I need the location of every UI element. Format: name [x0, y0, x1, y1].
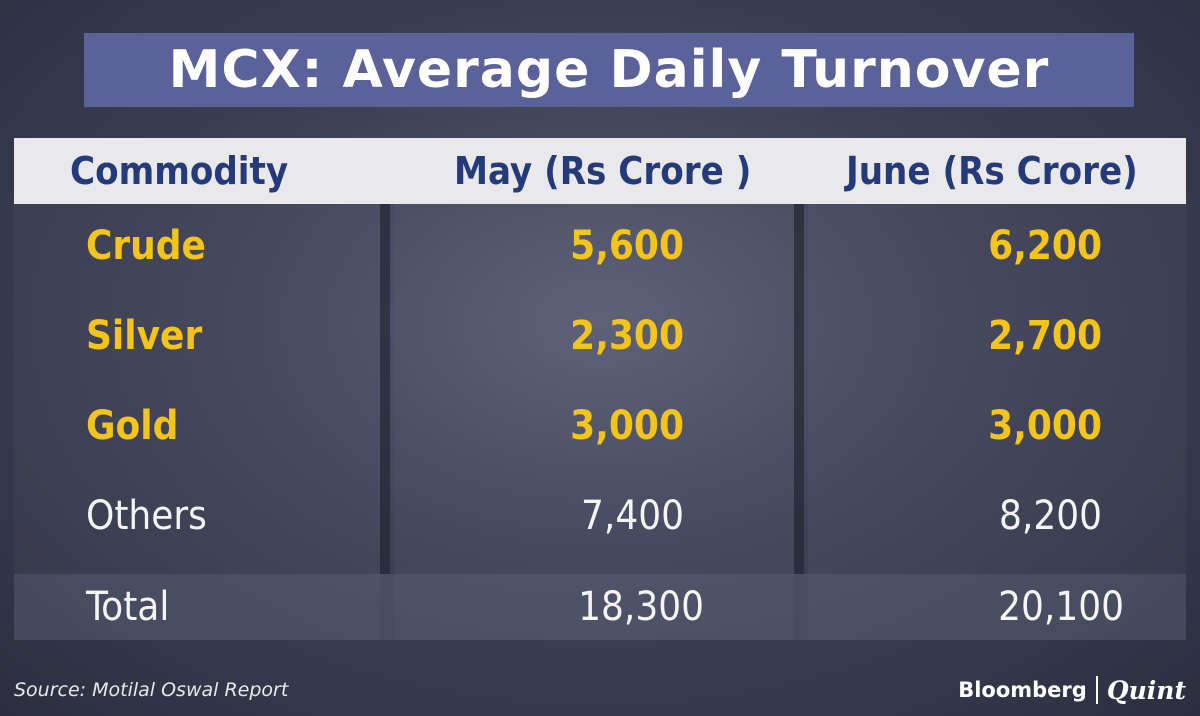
column-divider [380, 204, 390, 574]
header-may: May (Rs Crore ) [454, 149, 752, 193]
row-may-value: 7,400 [581, 493, 684, 539]
row-commodity: Gold [86, 403, 179, 449]
row-commodity: Crude [86, 223, 206, 269]
brand-primary: Bloomberg [958, 678, 1087, 702]
total-label: Total [86, 584, 170, 630]
row-may-value: 5,600 [570, 223, 684, 269]
header-commodity: Commodity [70, 149, 289, 193]
column-divider [794, 204, 804, 574]
brand-secondary: Quint [1106, 675, 1186, 705]
row-commodity: Silver [86, 313, 203, 359]
total-row-band [14, 574, 1186, 640]
row-may-value: 2,300 [570, 313, 684, 359]
turnover-table: Commodity May (Rs Crore ) June (Rs Crore… [14, 138, 1186, 640]
row-june-value: 8,200 [999, 493, 1102, 539]
total-may-value: 18,300 [578, 584, 704, 630]
row-june-value: 3,000 [988, 403, 1102, 449]
total-june-value: 20,100 [998, 584, 1124, 630]
row-june-value: 6,200 [988, 223, 1102, 269]
table-header: Commodity May (Rs Crore ) June (Rs Crore… [14, 138, 1186, 204]
title-banner: MCX: Average Daily Turnover [84, 33, 1134, 107]
row-commodity: Others [86, 493, 207, 539]
row-june-value: 2,700 [988, 313, 1102, 359]
header-june: June (Rs Crore) [846, 149, 1138, 193]
source-note: Source: Motilal Oswal Report [14, 679, 289, 701]
brand-divider [1095, 676, 1098, 704]
row-may-value: 3,000 [570, 403, 684, 449]
chart-title: MCX: Average Daily Turnover [168, 40, 1050, 100]
brand-logo: Bloomberg Quint [958, 673, 1186, 707]
